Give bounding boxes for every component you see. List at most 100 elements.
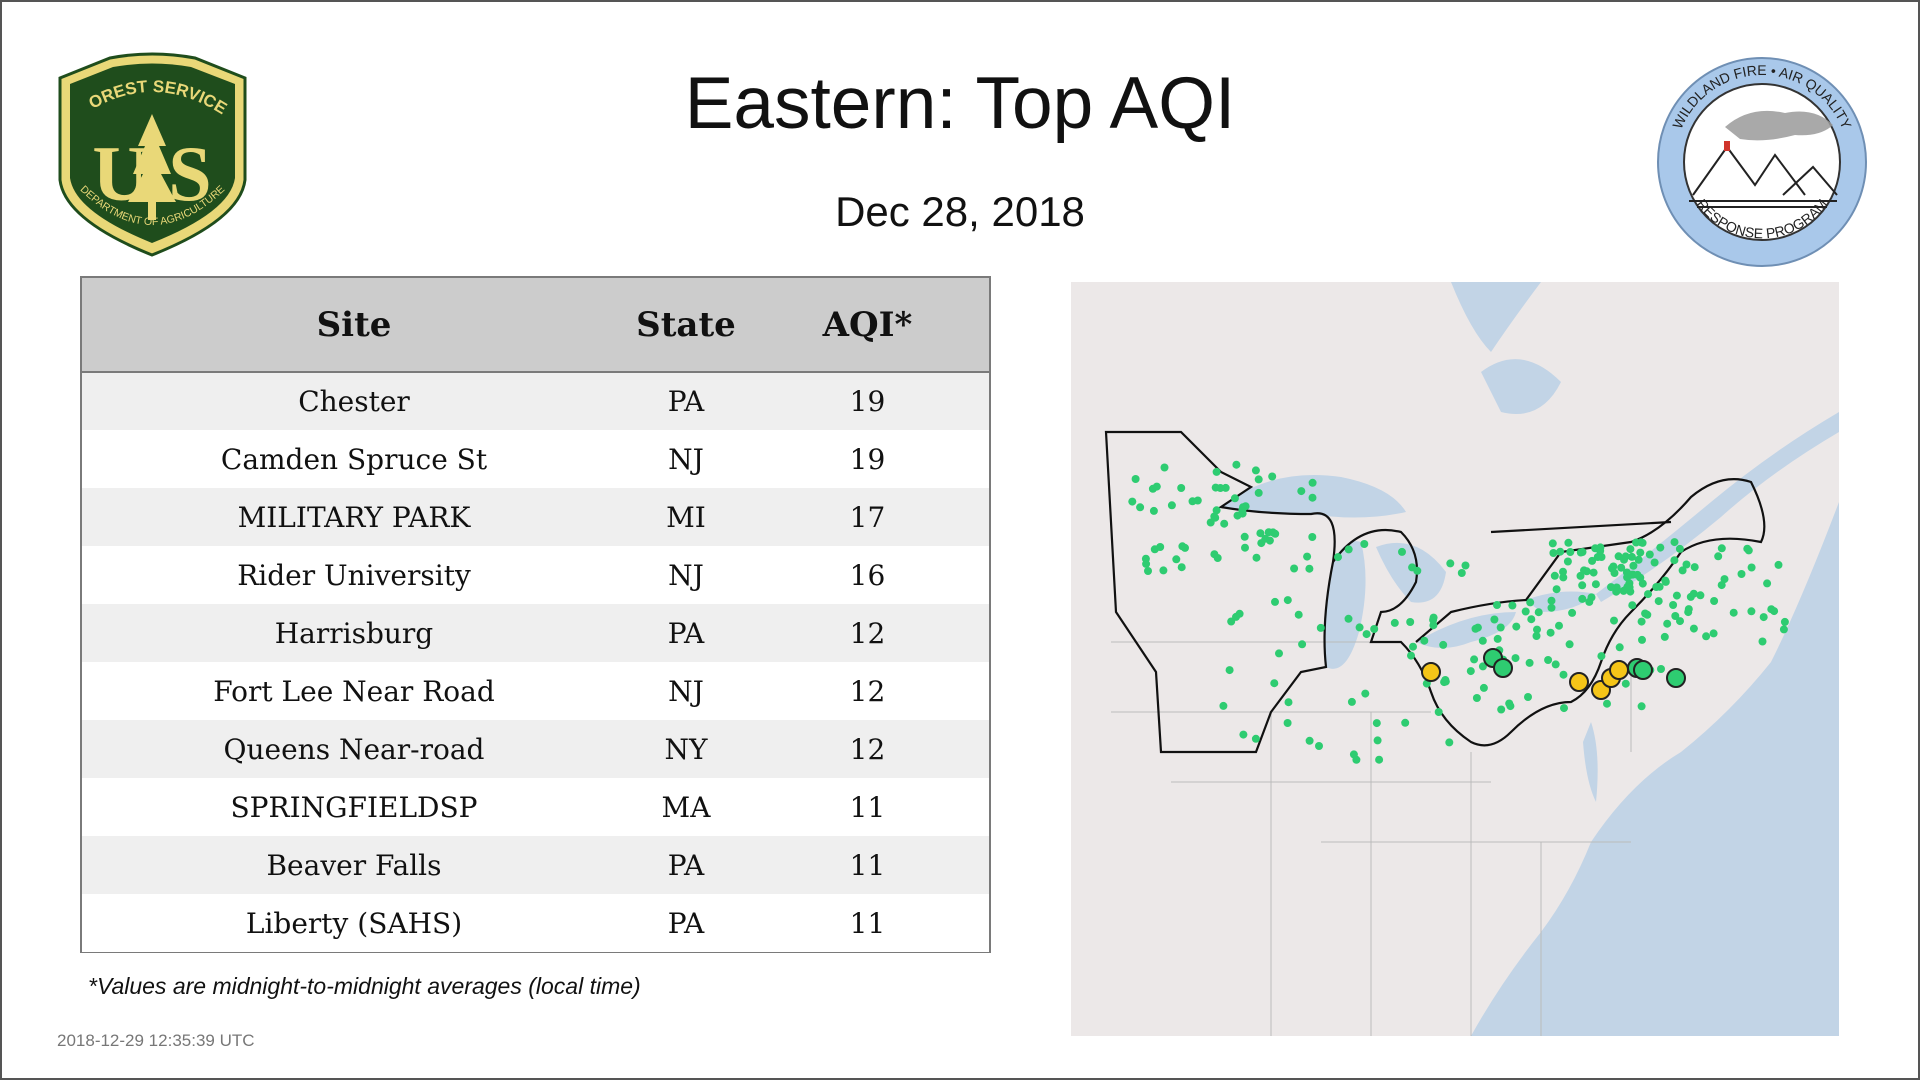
monitor-dot-good bbox=[1655, 582, 1664, 591]
monitor-dot-good bbox=[1216, 484, 1225, 492]
monitor-dot-good bbox=[1709, 629, 1718, 638]
monitor-dot-good bbox=[1227, 617, 1236, 626]
monitor-dot-good bbox=[1360, 540, 1369, 548]
cell-state: NJ bbox=[626, 546, 746, 604]
monitor-dot-good-highlight bbox=[1493, 658, 1513, 678]
smoke-plume-icon bbox=[1725, 110, 1833, 141]
monitor-dot-good bbox=[1493, 601, 1501, 609]
monitor-dot-good bbox=[1686, 592, 1695, 601]
monitor-dot-good bbox=[1344, 545, 1353, 554]
cell-state: PA bbox=[626, 372, 746, 430]
table-row: Beaver Falls PA 11 bbox=[82, 836, 989, 894]
monitor-dot-good bbox=[1591, 544, 1600, 553]
monitor-dot-good bbox=[1275, 649, 1283, 658]
forest-service-logo: FOREST SERVICE U S DEPARTMENT OF AGRICUL… bbox=[50, 50, 247, 257]
monitor-dot-good bbox=[1689, 624, 1698, 633]
monitor-dot-good bbox=[1675, 544, 1684, 553]
monitor-dot-good bbox=[1254, 488, 1263, 497]
monitor-dot-good bbox=[1747, 607, 1756, 616]
monitor-dot-good bbox=[1527, 615, 1536, 624]
cell-site: MILITARY PARK bbox=[82, 488, 626, 546]
flame-icon bbox=[1724, 141, 1730, 151]
monitor-dot-good bbox=[1152, 482, 1161, 491]
monitor-dot-good bbox=[1315, 742, 1323, 750]
cell-state: PA bbox=[626, 604, 746, 662]
monitor-dot-good bbox=[1344, 614, 1353, 623]
table-row: Queens Near-road NY 12 bbox=[82, 720, 989, 778]
monitor-dot-good bbox=[1241, 543, 1249, 552]
monitor-dot-good bbox=[1737, 570, 1746, 578]
monitor-dot-good bbox=[1334, 553, 1342, 562]
monitor-dot-good bbox=[1446, 559, 1455, 568]
monitor-dot-good bbox=[1632, 538, 1641, 547]
monitor-dot-good bbox=[1603, 699, 1611, 708]
monitor-dot-good bbox=[1582, 567, 1591, 576]
monitor-dot-good bbox=[1578, 594, 1587, 603]
monitor-dot-good bbox=[1144, 567, 1152, 575]
monitor-dot-good bbox=[1615, 643, 1624, 652]
monitor-dot-good bbox=[1747, 563, 1756, 572]
cell-state: NY bbox=[626, 720, 746, 778]
monitor-dot-good bbox=[1256, 529, 1265, 538]
monitor-dot-good bbox=[1457, 569, 1466, 577]
monitor-dot-good bbox=[1283, 596, 1292, 605]
footnote: *Values are midnight-to-midnight average… bbox=[88, 973, 641, 999]
monitor-dot-good bbox=[1544, 656, 1553, 664]
monitor-dot-good bbox=[1305, 736, 1314, 745]
monitor-dot-good bbox=[1150, 545, 1159, 554]
monitor-dot-good bbox=[1672, 591, 1681, 600]
mountains-icon bbox=[1689, 145, 1838, 208]
monitor-dot-good bbox=[1308, 493, 1317, 502]
monitor-dot-good bbox=[1617, 563, 1626, 572]
wildland-fire-logo: WILDLAND FIRE • AIR QUALITY RESPONSE PRO… bbox=[1657, 57, 1867, 267]
monitor-dot-good bbox=[1629, 561, 1638, 570]
monitor-dot-good bbox=[1466, 667, 1475, 676]
monitor-dot-good bbox=[1534, 608, 1543, 617]
monitor-dot-good bbox=[1505, 699, 1514, 708]
monitor-dot-good bbox=[1361, 689, 1370, 698]
cell-site: SPRINGFIELDSP bbox=[82, 778, 626, 836]
monitor-dot-good bbox=[1355, 623, 1364, 632]
monitor-dot-good bbox=[1401, 718, 1410, 727]
monitor-dot-good bbox=[1142, 559, 1151, 568]
monitor-dot-good bbox=[1239, 730, 1248, 739]
header-state: State bbox=[626, 278, 746, 373]
monitor-dot-good bbox=[1660, 632, 1669, 641]
monitor-dot-good bbox=[1654, 597, 1663, 606]
cell-site: Queens Near-road bbox=[82, 720, 626, 778]
monitor-dot-good bbox=[1628, 601, 1637, 610]
monitor-dot-good bbox=[1532, 632, 1541, 640]
cell-state: PA bbox=[626, 836, 746, 894]
monitor-dot-good bbox=[1565, 640, 1574, 649]
monitor-dot-good bbox=[1472, 694, 1481, 702]
cell-site: Harrisburg bbox=[82, 604, 626, 662]
cell-state: MA bbox=[626, 778, 746, 836]
cell-aqi: 16 bbox=[746, 546, 989, 604]
cell-aqi: 12 bbox=[746, 662, 989, 720]
cell-aqi: 19 bbox=[746, 430, 989, 488]
monitor-dot-good bbox=[1774, 560, 1783, 569]
cell-state: MI bbox=[626, 488, 746, 546]
monitor-dot-good bbox=[1551, 660, 1560, 669]
table-row: Liberty (SAHS) PA 11 bbox=[82, 894, 989, 952]
monitor-dot-good bbox=[1589, 568, 1598, 577]
cell-state: PA bbox=[626, 894, 746, 952]
monitor-dot-good bbox=[1549, 549, 1558, 557]
monitor-dot-good bbox=[1634, 555, 1643, 564]
monitor-dot-good bbox=[1607, 583, 1615, 592]
table-row: Rider University NJ 16 bbox=[82, 546, 989, 604]
monitor-sites bbox=[1128, 460, 1789, 764]
monitor-dot-good bbox=[1497, 705, 1506, 714]
monitor-dot-good bbox=[1429, 621, 1438, 630]
monitor-dot-good bbox=[1251, 734, 1260, 743]
monitor-dot-good bbox=[1390, 618, 1399, 627]
monitor-dot-good bbox=[1298, 640, 1307, 649]
monitor-dot-good bbox=[1478, 636, 1487, 645]
monitor-dot-good bbox=[1578, 548, 1587, 556]
monitor-dot-good bbox=[1362, 630, 1371, 639]
monitor-dot-good bbox=[1375, 755, 1384, 764]
monitor-dot-good bbox=[1650, 558, 1659, 567]
cell-aqi: 11 bbox=[746, 778, 989, 836]
monitor-dot-good bbox=[1372, 719, 1381, 728]
monitor-dot-good bbox=[1559, 573, 1568, 582]
